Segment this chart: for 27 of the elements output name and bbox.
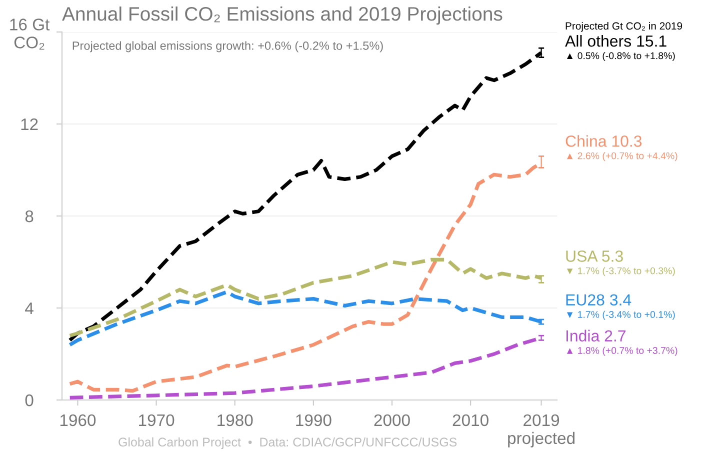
text: ▼ 1.7% (-3.7% to +0.3%) (566, 267, 675, 276)
series-label: USA 5.3 (566, 250, 623, 262)
chart-title: Annual Fossil CO₂ Emissions and 2019 Projections (62, 6, 502, 25)
text: Global Carbon Project • Data: CDIAC/GCP/UNFCCC/USGS (118, 437, 457, 449)
text: ▲ 0.5% (-0.8% to +1.8%) (566, 52, 675, 62)
series-label: India 2.7 (566, 330, 626, 342)
text: ▲ 2.6% (+0.7% to +4.4%) (566, 152, 678, 162)
x-tick-label: 2010 (452, 414, 488, 426)
text: Projected global emissions growth: +0.6% (-0.2% to +1.5%) (72, 41, 383, 52)
text: ▼ 1.7% (-3.4% to +0.1%) (566, 310, 675, 320)
x-tick-label: 2019 projected (508, 414, 574, 448)
y-tick-label: 16 Gt CO₂ (10, 18, 50, 50)
series-label: EU28 3.4 (566, 294, 632, 306)
series-label: China 10.3 (566, 135, 642, 147)
x-tick-label: 1980 (218, 414, 253, 426)
x-tick-label: 2000 (374, 414, 410, 426)
line-series (68, 50, 544, 342)
text: ▲ 1.8% (+0.7% to +3.7%) (566, 346, 678, 356)
y-tick-label: 4 (25, 302, 34, 314)
x-tick-label: 1960 (60, 414, 96, 426)
y-tick-label: 8 (25, 210, 34, 222)
series-label: All others 15.1 (565, 35, 666, 47)
x-tick-label: 1990 (296, 414, 332, 426)
legend-title: Projected Gt CO₂ in 2019 (566, 22, 682, 32)
y-tick-label: 0 (25, 394, 34, 406)
x-tick-label: 1970 (139, 414, 174, 426)
y-tick-label: 12 (21, 118, 38, 130)
